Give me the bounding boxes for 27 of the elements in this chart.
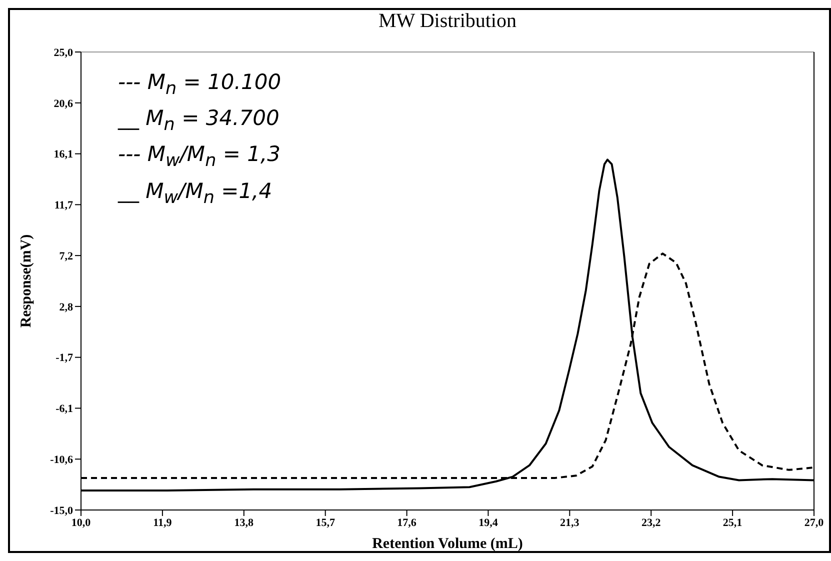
x-tick-label: 19,4: [478, 516, 498, 529]
x-tick-label: 10,0: [71, 516, 92, 529]
x-axis-title: Retention Volume (mL): [372, 536, 523, 552]
y-tick-label: -6,1: [56, 403, 73, 416]
y-tick-label: 25,0: [54, 46, 74, 59]
y-tick-label: -1,7: [56, 352, 74, 364]
x-tick-label: 15,7: [316, 516, 336, 529]
y-tick-label: -15,0: [50, 504, 74, 517]
y-tick-label: 20,6: [54, 98, 74, 110]
x-tick-label: 27,0: [804, 516, 824, 529]
annotation: --- M$_{w}$/M$_{n}$ = 1,3: [118, 141, 282, 174]
y-axis-title: Response(mV): [18, 234, 34, 328]
annotation: --- M$_{n}$ = 10.100: [118, 69, 282, 102]
x-tick-label: 25,1: [722, 516, 742, 529]
annotation: __ M$_{n}$ = 34.700: [118, 105, 280, 138]
x-tick-label: 21,3: [560, 516, 580, 529]
y-tick-label: 2,8: [59, 301, 74, 314]
x-tick-label: 17,6: [397, 516, 417, 529]
y-tick-label: 7,2: [59, 250, 74, 262]
x-tick-label: 11,9: [153, 516, 172, 529]
y-tick-label: 11,7: [54, 200, 74, 212]
annotation: __ M$_{w}$/M$_{n}$ =1,4: [118, 178, 274, 210]
chart-title: MW Distribution: [378, 10, 518, 33]
y-tick-label: 16,1: [54, 148, 73, 161]
y-tick-label: -10,6: [50, 454, 74, 466]
x-tick-label: 23,2: [641, 516, 662, 529]
x-tick-label: 13,8: [234, 516, 254, 529]
